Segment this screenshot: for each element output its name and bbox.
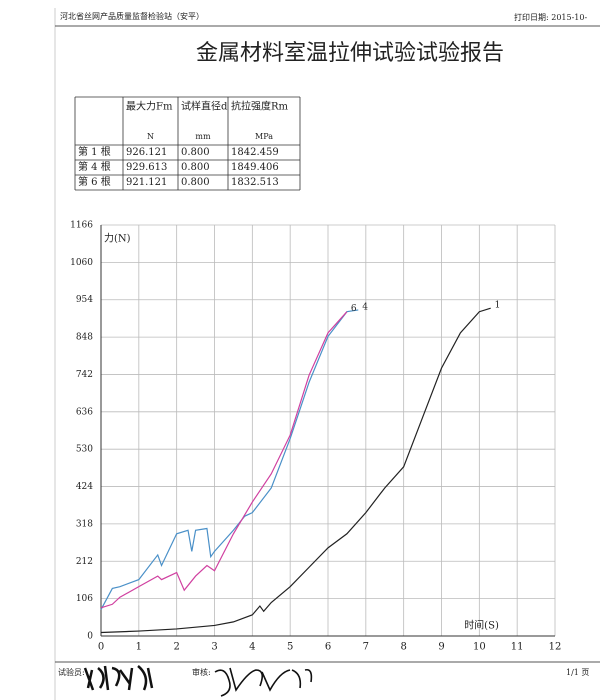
x-tick-label: 6: [325, 642, 331, 653]
x-tick-label: 0: [98, 642, 104, 653]
y-tick-label: 1060: [70, 258, 93, 268]
table-cell: 921.121: [126, 177, 167, 188]
x-tick-label: 9: [438, 642, 444, 653]
y-axis-label: 力(N): [104, 232, 131, 245]
x-tick-label: 5: [287, 642, 293, 653]
table-cell: 0.800: [181, 177, 210, 188]
reviewer-label: 审核:: [192, 667, 211, 677]
column-unit: mm: [195, 132, 211, 141]
x-tick-label: 2: [173, 642, 179, 653]
table-cell: 第 1 根: [78, 145, 111, 158]
y-tick-label: 848: [76, 333, 93, 343]
y-tick-label: 318: [76, 519, 93, 529]
column-header: 试样直径d: [181, 100, 228, 113]
station-name: 河北省丝网产品质量监督检验站（安平）: [60, 11, 204, 21]
x-tick-label: 12: [549, 642, 562, 653]
table-cell: 1849.406: [231, 162, 279, 173]
result-table: 最大力Fm N 试样直径d mm 抗拉强度Rm MPa 第 1 根 926.121 0.800 1…: [74, 96, 301, 191]
tester-label: 试验员:: [58, 667, 85, 677]
x-axis-label: 时间(S): [464, 619, 499, 632]
table-cell: 1832.513: [231, 177, 279, 188]
print-date: 打印日期: 2015-10-: [514, 12, 587, 22]
series-label: 6: [351, 304, 357, 314]
series-label: 4: [362, 302, 368, 312]
table-cell: 0.800: [181, 147, 210, 158]
report-title: 金属材料室温拉伸试验试验报告: [196, 41, 504, 66]
reviewer-signature: [214, 667, 313, 697]
y-tick-label: 0: [87, 632, 93, 642]
table-cell: 929.613: [126, 162, 167, 173]
column-unit: N: [147, 132, 154, 141]
y-tick-label: 742: [76, 370, 93, 380]
y-tick-label: 954: [76, 295, 93, 305]
tester-signature: [83, 665, 154, 691]
chart: 0 1 2 3 4 5 6 7 8 9 10 11 12010621231842453063674284…: [70, 221, 561, 653]
y-tick-label: 212: [76, 557, 93, 567]
x-tick-label: 1: [136, 642, 142, 653]
x-tick-label: 11: [511, 642, 524, 653]
column-header: 最大力Fm: [126, 100, 173, 113]
page-number: 1/1 页: [566, 668, 589, 677]
y-tick-label: 636: [76, 407, 93, 417]
x-tick-label: 3: [211, 642, 217, 653]
x-tick-label: 4: [249, 642, 255, 653]
data-line: [100, 311, 348, 609]
data-line: [100, 309, 359, 610]
table-cell: 926.121: [126, 147, 167, 158]
x-tick-label: 7: [363, 642, 369, 653]
table-cell: 第 4 根: [78, 160, 111, 173]
y-tick-label: 1166: [70, 221, 93, 231]
series-label: 1: [495, 301, 501, 311]
table-cell: 第 6 根: [78, 175, 111, 188]
y-tick-label: 530: [76, 445, 93, 455]
x-tick-label: 8: [400, 642, 406, 653]
y-tick-label: 106: [76, 594, 93, 604]
data-line: [100, 307, 491, 634]
column-unit: MPa: [255, 132, 273, 141]
table-cell: 1842.459: [231, 147, 279, 158]
column-header: 抗拉强度Rm: [231, 100, 289, 113]
x-tick-label: 10: [473, 642, 486, 653]
table-cell: 0.800: [181, 162, 210, 173]
y-tick-label: 424: [76, 482, 93, 492]
